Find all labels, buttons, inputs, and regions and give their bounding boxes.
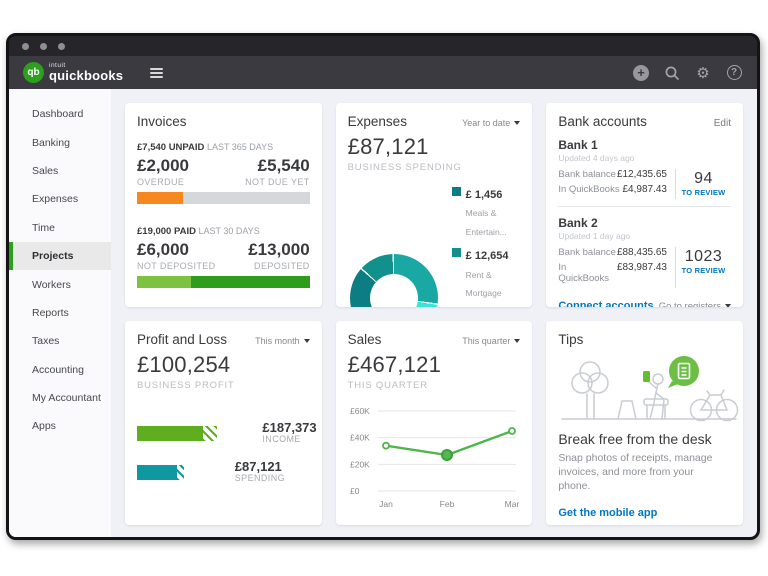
sidebar: Dashboard Banking Sales Expenses Time Pr… bbox=[9, 89, 111, 537]
sidebar-item-projects[interactable]: Projects bbox=[9, 241, 111, 271]
brand-quickbooks: quickbooks bbox=[49, 68, 124, 84]
sales-title: Sales bbox=[347, 332, 382, 347]
not-deposited-amount: £6,000 bbox=[137, 240, 189, 259]
window-titlebar bbox=[9, 36, 757, 56]
gear-icon[interactable] bbox=[694, 64, 712, 82]
tips-card[interactable]: Tips bbox=[546, 321, 743, 525]
deposited-label: DEPOSITED bbox=[254, 261, 310, 271]
expenses-card[interactable]: Expenses Year to date £87,121 BUSINESS S… bbox=[335, 103, 533, 307]
bank-2-updated: Updated 1 day ago bbox=[558, 231, 631, 241]
legend-item: £ 12,654 Rent & Mortgage bbox=[451, 246, 521, 301]
go-to-registers-dropdown[interactable]: Go to registers bbox=[659, 301, 731, 307]
legend-item: £ 1,456 Meals & Entertain... bbox=[451, 185, 521, 240]
invoices-title: Invoices bbox=[137, 114, 187, 129]
edit-link[interactable]: Edit bbox=[713, 118, 731, 129]
create-plus-icon[interactable]: + bbox=[632, 64, 650, 82]
not-due-label: NOT DUE YET bbox=[245, 177, 310, 187]
sidebar-item-dashboard[interactable]: Dashboard bbox=[32, 108, 84, 121]
bank-2-to-review[interactable]: 1023 TO REVIEW bbox=[675, 247, 731, 288]
bank-1-to-review[interactable]: 94 TO REVIEW bbox=[675, 169, 731, 199]
get-mobile-app-link[interactable]: Get the mobile app bbox=[558, 506, 658, 519]
sidebar-item-workers[interactable]: Workers bbox=[32, 278, 71, 291]
top-navbar: qb intuit quickbooks + ? bbox=[9, 56, 757, 89]
expenses-caption: BUSINESS SPENDING bbox=[347, 162, 462, 173]
profit-loss-card[interactable]: Profit and Loss This month £100,254 BUSI… bbox=[125, 321, 322, 525]
help-icon[interactable]: ? bbox=[725, 64, 743, 82]
tips-body-text: Snap photos of receipts, manage invoices… bbox=[558, 452, 713, 493]
legend-swatch bbox=[451, 187, 461, 196]
not-deposited-label: NOT DEPOSITED bbox=[137, 261, 216, 271]
menu-icon[interactable] bbox=[150, 67, 164, 78]
expenses-range-dropdown[interactable]: Year to date bbox=[462, 118, 521, 128]
expenses-title: Expenses bbox=[347, 114, 407, 129]
unpaid-meta: £7,540 UNPAID LAST 365 DAYS bbox=[137, 142, 274, 153]
sidebar-item-time[interactable]: Time bbox=[32, 221, 55, 234]
sidebar-item-accounting[interactable]: Accounting bbox=[32, 363, 84, 376]
sidebar-item-my-accountant[interactable]: My Accountant bbox=[32, 392, 101, 405]
svg-text:£20K: £20K bbox=[350, 459, 370, 469]
window-dot[interactable] bbox=[58, 42, 65, 50]
chevron-down-icon bbox=[514, 339, 521, 343]
svg-text:Feb: Feb bbox=[439, 499, 454, 509]
sidebar-item-taxes[interactable]: Taxes bbox=[32, 335, 60, 348]
sales-caption: THIS QUARTER bbox=[347, 380, 428, 391]
chevron-down-icon bbox=[514, 121, 521, 125]
bank-title: Bank accounts bbox=[558, 114, 647, 129]
chevron-down-icon bbox=[303, 339, 310, 343]
dashboard-grid: Invoices £7,540 UNPAID LAST 365 DAYS £2,… bbox=[111, 89, 757, 537]
brand: intuit quickbooks bbox=[49, 61, 124, 84]
invoices-unpaid-bar[interactable] bbox=[137, 192, 310, 204]
sidebar-item-sales[interactable]: Sales bbox=[32, 164, 59, 177]
income-bar-row: £187,373 INCOME bbox=[137, 420, 317, 445]
bank-1-name: Bank 1 bbox=[558, 138, 598, 152]
svg-text:Jan: Jan bbox=[379, 499, 393, 509]
expenses-legend: £ 1,456 Meals & Entertain... £ 12,654 Rent… bbox=[451, 185, 521, 307]
window-dot[interactable] bbox=[40, 42, 47, 50]
deposited-amount: £13,000 bbox=[248, 240, 310, 259]
bank-2-name: Bank 2 bbox=[558, 216, 598, 230]
sales-amount: £467,121 bbox=[347, 352, 442, 377]
expenses-donut-chart[interactable] bbox=[349, 254, 438, 307]
window-dot[interactable] bbox=[22, 42, 29, 50]
svg-text:£60K: £60K bbox=[350, 406, 370, 416]
invoices-paid-bar[interactable] bbox=[137, 276, 310, 288]
divider bbox=[558, 206, 731, 207]
brand-intuit: intuit bbox=[49, 61, 66, 69]
income-bar[interactable] bbox=[137, 425, 254, 441]
search-icon[interactable] bbox=[663, 64, 681, 82]
expenses-amount: £87,121 bbox=[347, 134, 429, 159]
sales-card[interactable]: Sales This quarter £467,121 THIS QUARTER… bbox=[335, 321, 533, 525]
pnl-range-dropdown[interactable]: This month bbox=[255, 336, 310, 346]
spending-bar-row: £87,121 SPENDING bbox=[137, 459, 310, 484]
spending-bar[interactable] bbox=[137, 464, 227, 480]
pnl-title: Profit and Loss bbox=[137, 332, 228, 347]
pnl-caption: BUSINESS PROFIT bbox=[137, 380, 235, 391]
overdue-label: OVERDUE bbox=[137, 177, 185, 187]
sidebar-item-expenses[interactable]: Expenses bbox=[32, 193, 79, 206]
tips-title: Tips bbox=[558, 332, 584, 347]
bank-1-updated: Updated 4 days ago bbox=[558, 153, 635, 163]
sidebar-item-banking[interactable]: Banking bbox=[32, 136, 70, 149]
sales-line-chart[interactable]: £60K £40K £20K £0 Jan Feb Mar bbox=[348, 399, 524, 511]
tips-illustration bbox=[561, 356, 739, 422]
svg-text:Mar: Mar bbox=[504, 499, 519, 509]
legend-swatch bbox=[451, 248, 461, 258]
paid-meta: £19,000 PAID LAST 30 DAYS bbox=[137, 226, 260, 237]
svg-text:£0: £0 bbox=[350, 486, 360, 496]
pnl-amount: £100,254 bbox=[137, 352, 231, 377]
quickbooks-logo-icon[interactable]: qb bbox=[23, 62, 44, 83]
sales-range-dropdown[interactable]: This quarter bbox=[462, 336, 521, 346]
svg-text:£40K: £40K bbox=[350, 433, 370, 443]
app-window: qb intuit quickbooks + ? Dashboard Banki… bbox=[6, 33, 760, 540]
tips-heading: Break free from the desk bbox=[558, 431, 712, 447]
invoices-card[interactable]: Invoices £7,540 UNPAID LAST 365 DAYS £2,… bbox=[125, 103, 322, 307]
sidebar-item-apps[interactable]: Apps bbox=[32, 420, 56, 433]
chevron-down-icon bbox=[725, 304, 731, 307]
overdue-amount: £2,000 bbox=[137, 156, 189, 175]
connect-accounts-link[interactable]: Connect accounts bbox=[558, 300, 654, 307]
bank-accounts-card[interactable]: Bank accounts Edit Bank 1 Updated 4 days… bbox=[546, 103, 743, 307]
sidebar-item-reports[interactable]: Reports bbox=[32, 306, 69, 319]
not-due-amount: £5,540 bbox=[257, 156, 310, 175]
